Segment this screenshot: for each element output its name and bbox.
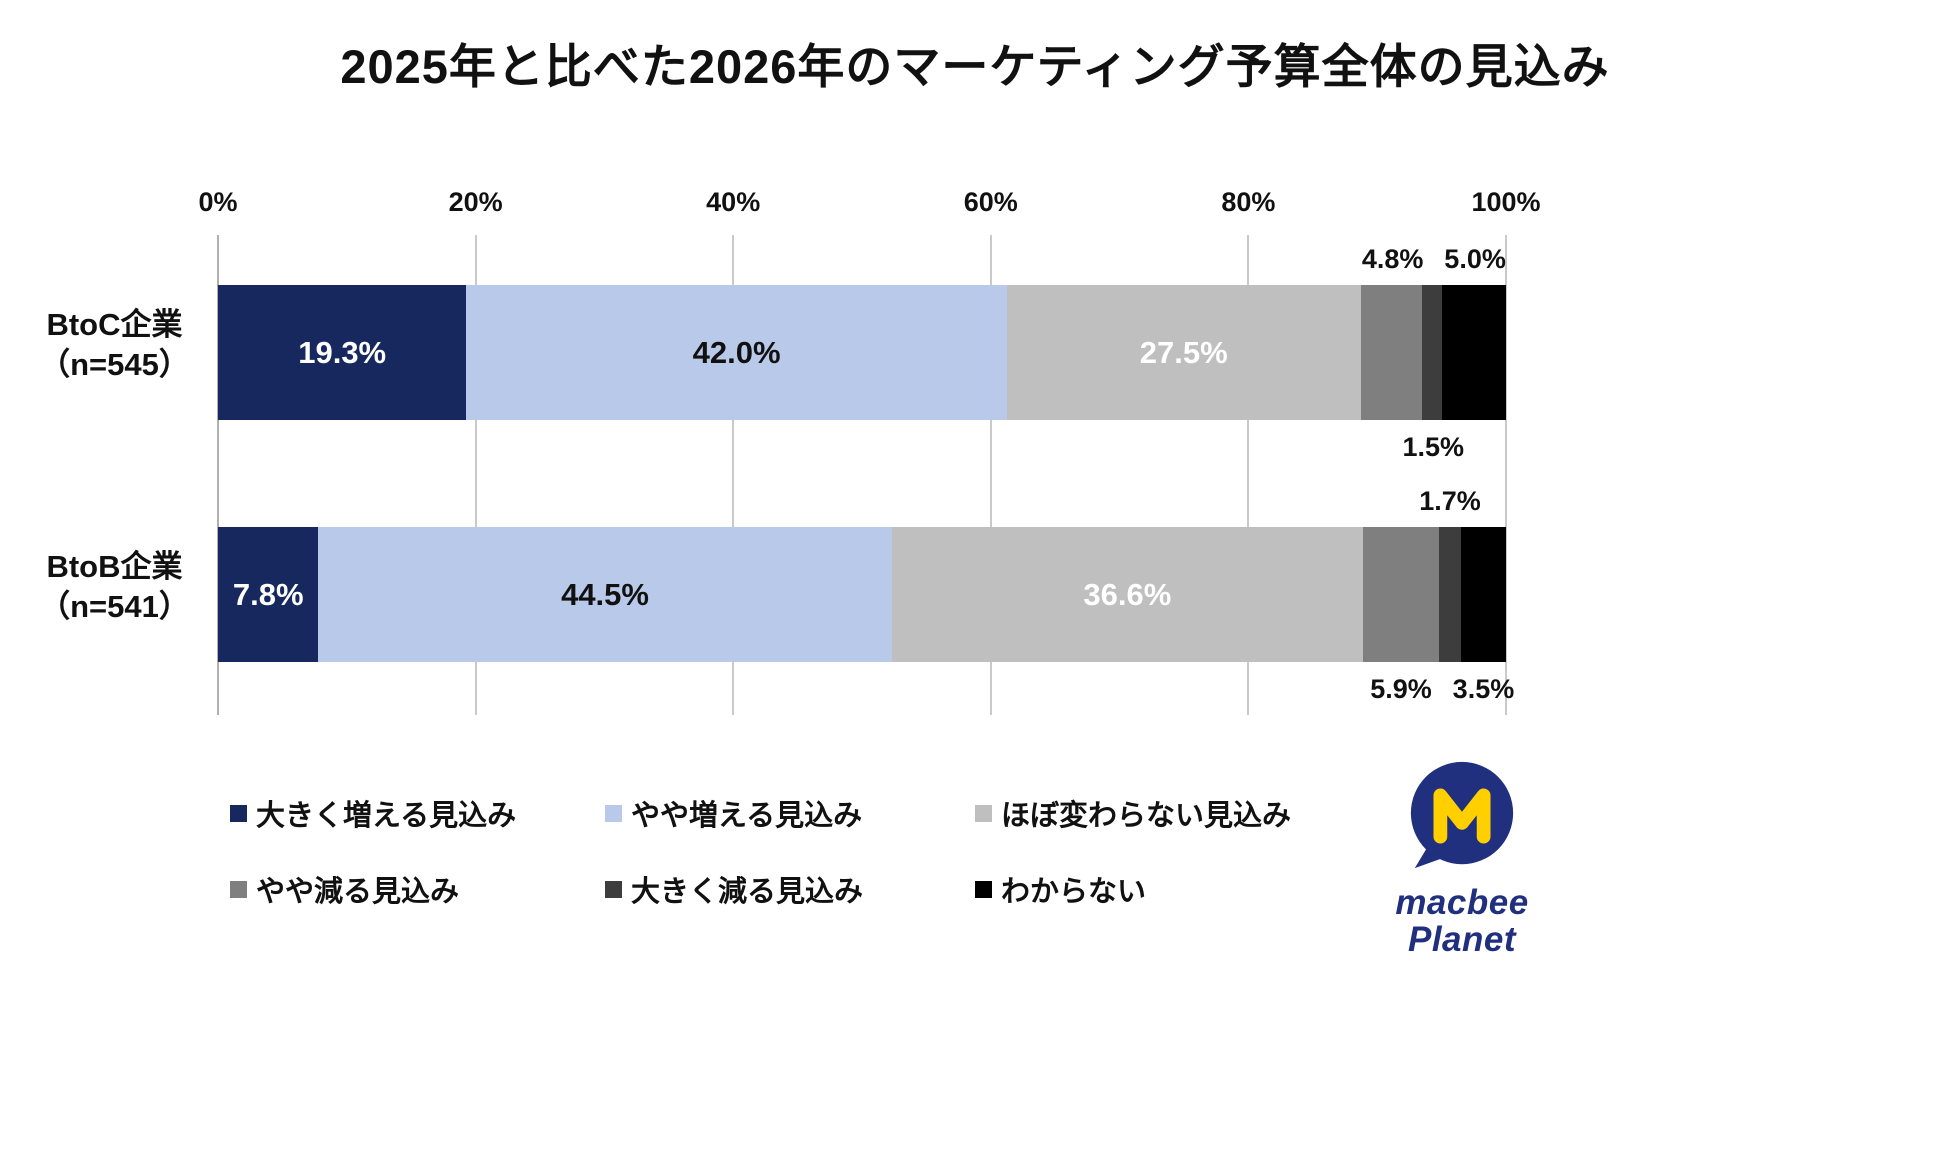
legend-item: ほぼ変わらない見込み <box>975 792 1405 834</box>
plot-area: 0% 20% 40% 60% 80% 100% 19.3% 42.0% 27.5% 4.8% 1.5… <box>198 187 1541 715</box>
bar-segment: 44.5% <box>318 527 892 662</box>
macbee-planet-logo-icon <box>1410 761 1514 869</box>
legend-swatch-icon <box>975 804 992 822</box>
value-label-outside: 1.5% <box>1402 432 1464 462</box>
bar-segment: 19.3% <box>218 285 467 420</box>
y-axis-category-label: BtoB企業 （n=541） <box>39 549 190 625</box>
legend-label: やや減る見込み <box>256 876 460 908</box>
bar-segment <box>1422 285 1442 420</box>
value-label-outside: 4.8% <box>1361 244 1424 274</box>
value-label-outside: 5.0% <box>1444 244 1506 274</box>
bar-segment: 7.8% <box>218 527 319 662</box>
legend-swatch-icon <box>230 880 247 898</box>
legend-label: ほぼ変わらない見込み <box>1001 800 1292 832</box>
y-axis-category-label: BtoC企業 （n=545） <box>39 307 190 383</box>
value-label-inside: 44.5% <box>561 576 649 612</box>
legend-swatch-icon <box>605 880 622 898</box>
x-axis-tick-label: 40% <box>706 187 761 217</box>
legend-swatch-icon <box>230 804 247 822</box>
bar-segment: 27.5% <box>1006 285 1361 420</box>
value-label-outside: 1.7% <box>1419 486 1481 516</box>
gridline <box>1247 235 1250 715</box>
bar-segment <box>1363 527 1439 662</box>
x-axis-tick-label: 100% <box>1471 187 1541 217</box>
legend-swatch-icon <box>605 804 622 822</box>
bar-row: 7.8% 44.5% 36.6% 5.9% 1.7% 3.5% <box>218 486 1514 704</box>
bar-row: 19.3% 42.0% 27.5% 4.8% 1.5% 5.0% <box>218 244 1506 462</box>
legend-label: 大きく減る見込み <box>631 876 864 908</box>
logo-text-planet: Planet <box>1407 919 1517 959</box>
legend-label: やや増える見込み <box>631 800 863 832</box>
legend-swatch-icon <box>975 880 992 898</box>
x-axis-tick-label: 60% <box>963 187 1018 217</box>
stacked-bar: 19.3% 42.0% 27.5% <box>218 285 1506 420</box>
gridline <box>1505 235 1507 715</box>
legend-label: わからない <box>1001 876 1147 908</box>
value-label-outside: 3.5% <box>1452 674 1515 704</box>
value-label-inside: 36.6% <box>1083 576 1172 612</box>
legend-item: やや増える見込み <box>605 792 975 834</box>
value-label-inside: 42.0% <box>692 334 781 370</box>
x-axis-tick-label: 0% <box>198 187 238 217</box>
brand-logo: macbee Planet <box>1372 758 1552 959</box>
bar-segment <box>1360 285 1423 420</box>
bar-segment <box>1441 285 1506 420</box>
gridline <box>474 235 477 715</box>
logo-text-macbee: macbee <box>1395 883 1529 922</box>
chart-legend: 大きく増える見込み やや増える見込み ほぼ変わらない見込みやや減る見込み 大きく減る見… <box>230 792 1405 910</box>
x-axis-tick-label: 80% <box>1221 187 1276 217</box>
legend-item: 大きく減る見込み <box>605 868 975 910</box>
bar-segment: 36.6% <box>891 527 1364 662</box>
gridline <box>217 235 219 715</box>
legend-item: わからない <box>975 868 1405 910</box>
legend-item: 大きく増える見込み <box>230 792 605 834</box>
bar-segment <box>1460 527 1506 662</box>
legend-item: やや減る見込み <box>230 868 605 910</box>
bar-segment <box>1439 527 1461 662</box>
value-label-outside: 5.9% <box>1370 674 1432 704</box>
bar-segment: 42.0% <box>466 285 1007 420</box>
stacked-bar: 7.8% 44.5% 36.6% <box>218 527 1506 662</box>
value-label-inside: 19.3% <box>298 334 387 370</box>
value-label-inside: 27.5% <box>1139 334 1228 370</box>
x-axis-tick-label: 20% <box>448 187 503 217</box>
value-label-inside: 7.8% <box>232 576 304 612</box>
gridline <box>989 235 992 715</box>
chart-title: 2025年と比べた2026年のマーケティング予算全体の見込み <box>340 40 1610 93</box>
legend-label: 大きく増える見込み <box>256 800 517 832</box>
gridline <box>732 235 735 715</box>
